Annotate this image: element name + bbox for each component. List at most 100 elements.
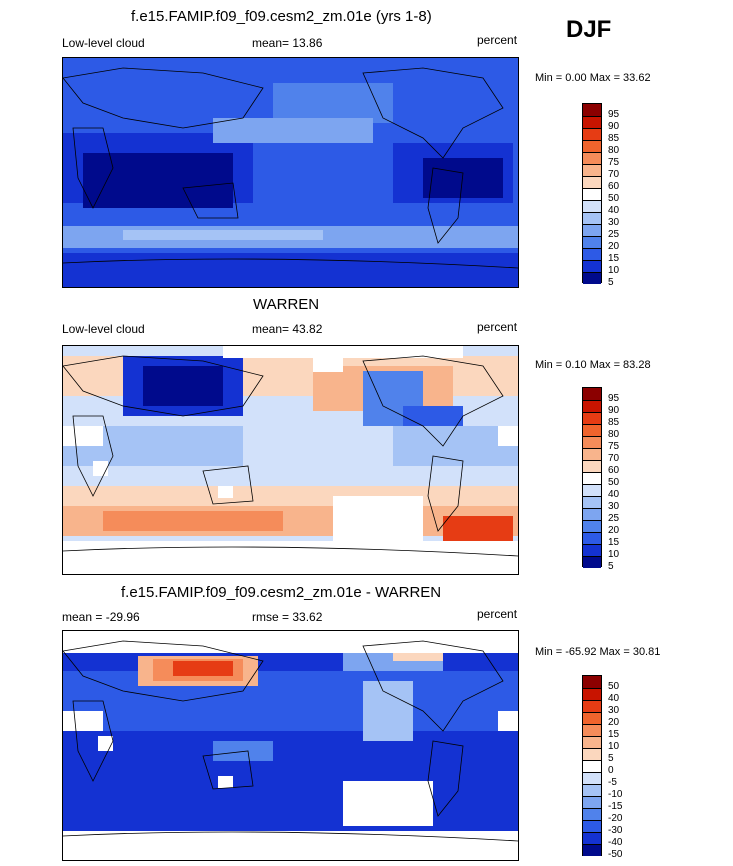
panel2-map bbox=[62, 345, 519, 575]
colorbar1-swatch bbox=[583, 152, 601, 164]
colorbar1-swatch bbox=[583, 200, 601, 212]
colorbar3-tick: -30 bbox=[608, 825, 623, 836]
colorbar1-swatch bbox=[583, 248, 601, 260]
colorbar1-tick: 90 bbox=[608, 121, 620, 132]
colorbar2-swatch bbox=[583, 448, 601, 460]
colorbar3-tick: -5 bbox=[608, 777, 617, 788]
panel1-left-label: Low-level cloud bbox=[62, 36, 145, 50]
colorbar3-swatch bbox=[583, 772, 601, 784]
colorbar2-tick: 90 bbox=[608, 405, 620, 416]
colorbar2-swatch bbox=[583, 460, 601, 472]
colorbar1-tick: 20 bbox=[608, 241, 620, 252]
panel2-colorbar bbox=[582, 387, 602, 568]
colorbar1-tick: 5 bbox=[608, 277, 614, 288]
colorbar3-tick: -15 bbox=[608, 801, 623, 812]
panel3-units: percent bbox=[477, 607, 518, 621]
colorbar2-swatch bbox=[583, 472, 601, 484]
colorbar2-swatch bbox=[583, 556, 601, 568]
colorbar2-swatch bbox=[583, 388, 601, 400]
panel3-range: Min = -65.92 Max = 30.81 bbox=[535, 646, 661, 658]
panel3-title: f.e15.FAMIP.f09_f09.cesm2_zm.01e - WARRE… bbox=[121, 584, 442, 601]
panel3-colorbar bbox=[582, 675, 602, 856]
panel3-map bbox=[62, 630, 519, 861]
colorbar2-tick: 5 bbox=[608, 561, 614, 572]
colorbar2-tick: 40 bbox=[608, 489, 620, 500]
colorbar2-tick: 10 bbox=[608, 549, 620, 560]
season-label: DJF bbox=[566, 16, 612, 43]
colorbar2-swatch bbox=[583, 400, 601, 412]
colorbar3-tick: -50 bbox=[608, 849, 623, 860]
colorbar3-tick: 40 bbox=[608, 693, 620, 704]
panel1-range: Min = 0.00 Max = 33.62 bbox=[535, 72, 651, 84]
colorbar1-swatch bbox=[583, 116, 601, 128]
colorbar2-tick: 95 bbox=[608, 393, 620, 404]
colorbar1-tick: 10 bbox=[608, 265, 620, 276]
colorbar3-tick: 5 bbox=[608, 753, 614, 764]
colorbar2-tick: 25 bbox=[608, 513, 620, 524]
colorbar2-tick: 70 bbox=[608, 453, 620, 464]
colorbar2-tick: 30 bbox=[608, 501, 620, 512]
colorbar3-swatch bbox=[583, 760, 601, 772]
colorbar1-tick: 15 bbox=[608, 253, 620, 264]
colorbar1-tick: 40 bbox=[608, 205, 620, 216]
colorbar1-swatch bbox=[583, 140, 601, 152]
colorbar1-tick: 30 bbox=[608, 217, 620, 228]
colorbar1-swatch bbox=[583, 128, 601, 140]
colorbar3-tick: -10 bbox=[608, 789, 623, 800]
colorbar2-swatch bbox=[583, 424, 601, 436]
colorbar1-swatch bbox=[583, 104, 601, 116]
colorbar1-swatch bbox=[583, 176, 601, 188]
panel1-title: f.e15.FAMIP.f09_f09.cesm2_zm.01e (yrs 1-… bbox=[131, 8, 432, 25]
colorbar1-swatch bbox=[583, 236, 601, 248]
colorbar3-swatch bbox=[583, 736, 601, 748]
colorbar2-tick: 80 bbox=[608, 429, 620, 440]
colorbar1-tick: 80 bbox=[608, 145, 620, 156]
panel2-left-label: Low-level cloud bbox=[62, 322, 145, 336]
colorbar3-swatch bbox=[583, 796, 601, 808]
colorbar2-swatch bbox=[583, 532, 601, 544]
colorbar3-swatch bbox=[583, 688, 601, 700]
colorbar2-swatch bbox=[583, 508, 601, 520]
colorbar3-swatch bbox=[583, 676, 601, 688]
colorbar3-tick: -20 bbox=[608, 813, 623, 824]
colorbar1-swatch bbox=[583, 224, 601, 236]
colorbar3-swatch bbox=[583, 820, 601, 832]
colorbar1-swatch bbox=[583, 164, 601, 176]
colorbar3-swatch bbox=[583, 784, 601, 796]
panel3-mean: mean = -29.96 bbox=[62, 610, 140, 624]
panel2-units: percent bbox=[477, 320, 518, 334]
colorbar3-tick: 20 bbox=[608, 717, 620, 728]
colorbar3-tick: 10 bbox=[608, 741, 620, 752]
panel1-map bbox=[62, 57, 519, 288]
colorbar3-tick: -40 bbox=[608, 837, 623, 848]
colorbar1-tick: 75 bbox=[608, 157, 620, 168]
colorbar2-swatch bbox=[583, 496, 601, 508]
colorbar2-swatch bbox=[583, 520, 601, 532]
colorbar3-swatch bbox=[583, 748, 601, 760]
colorbar2-tick: 15 bbox=[608, 537, 620, 548]
colorbar1-tick: 70 bbox=[608, 169, 620, 180]
colorbar2-tick: 75 bbox=[608, 441, 620, 452]
colorbar3-tick: 50 bbox=[608, 681, 620, 692]
colorbar2-swatch bbox=[583, 544, 601, 556]
colorbar1-tick: 60 bbox=[608, 181, 620, 192]
colorbar3-swatch bbox=[583, 700, 601, 712]
colorbar1-tick: 85 bbox=[608, 133, 620, 144]
panel3-rmse: rmse = 33.62 bbox=[252, 610, 323, 624]
colorbar2-swatch bbox=[583, 412, 601, 424]
colorbar3-tick: 15 bbox=[608, 729, 620, 740]
colorbar1-swatch bbox=[583, 272, 601, 284]
colorbar2-swatch bbox=[583, 436, 601, 448]
panel1-mean: mean= 13.86 bbox=[252, 36, 323, 50]
panel2-mean: mean= 43.82 bbox=[252, 322, 323, 336]
colorbar3-tick: 0 bbox=[608, 765, 614, 776]
colorbar2-tick: 20 bbox=[608, 525, 620, 536]
colorbar3-swatch bbox=[583, 724, 601, 736]
colorbar1-tick: 50 bbox=[608, 193, 620, 204]
colorbar3-swatch bbox=[583, 832, 601, 844]
colorbar3-tick: 30 bbox=[608, 705, 620, 716]
panel1-units: percent bbox=[477, 33, 518, 47]
panel1-colorbar bbox=[582, 103, 602, 284]
colorbar2-tick: 85 bbox=[608, 417, 620, 428]
panel2-title: WARREN bbox=[253, 296, 320, 313]
